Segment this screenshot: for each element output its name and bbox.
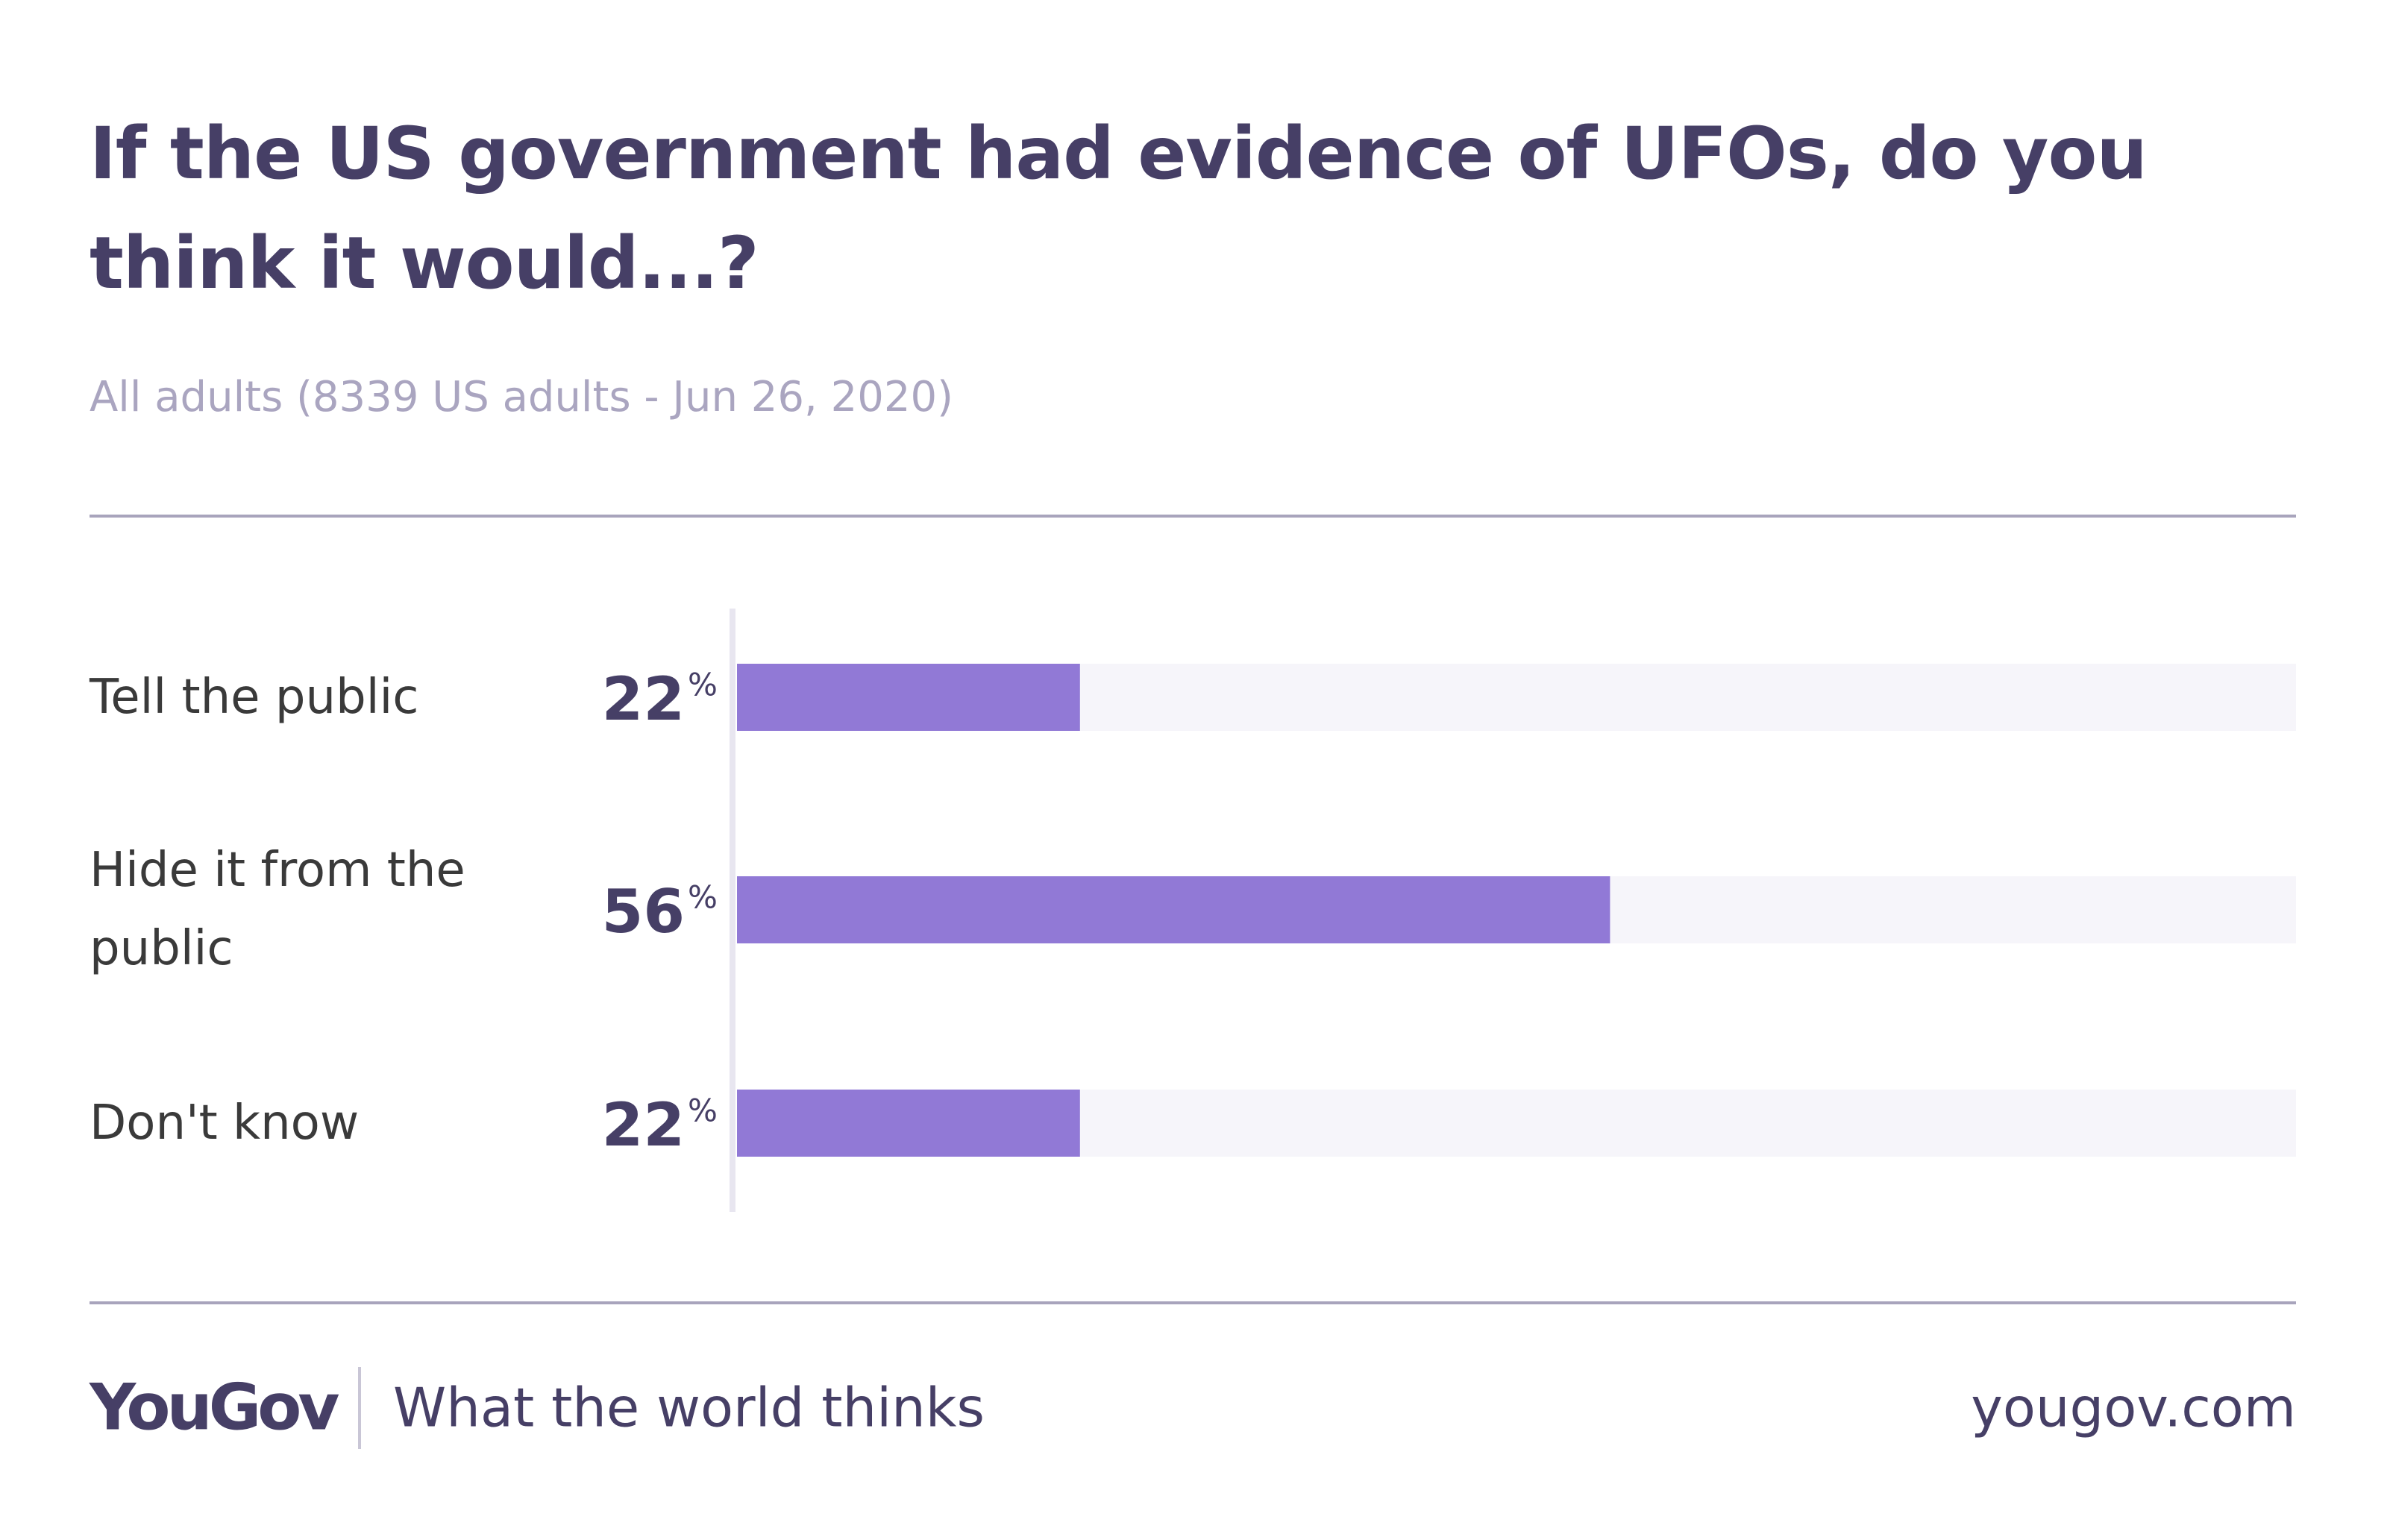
value-unit: % [688,1093,718,1129]
bar [737,664,1080,731]
value-unit: % [688,879,718,916]
value-label: 56 [602,877,685,946]
bar [737,1090,1080,1157]
value-unit: % [688,667,718,703]
value-number: 56 [602,877,685,946]
value-label: 22 [602,664,685,734]
value-number: 22 [602,664,685,734]
category-label: Don't know [90,1095,360,1151]
chart-title: If the US government had evidence of UFO… [90,112,2148,305]
tagline: What the world thinks [393,1377,985,1439]
value-label: 22 [602,1090,685,1160]
footer-url: yougov.com [1971,1377,2296,1439]
bar [737,876,1610,943]
value-number: 22 [602,1090,685,1160]
category-label: Hide it from the public [90,843,465,976]
logo: YouGov [89,1370,339,1445]
chart-subtitle: All adults (8339 US adults - Jun 26, 202… [90,373,953,421]
category-label: Tell the public [90,669,419,725]
